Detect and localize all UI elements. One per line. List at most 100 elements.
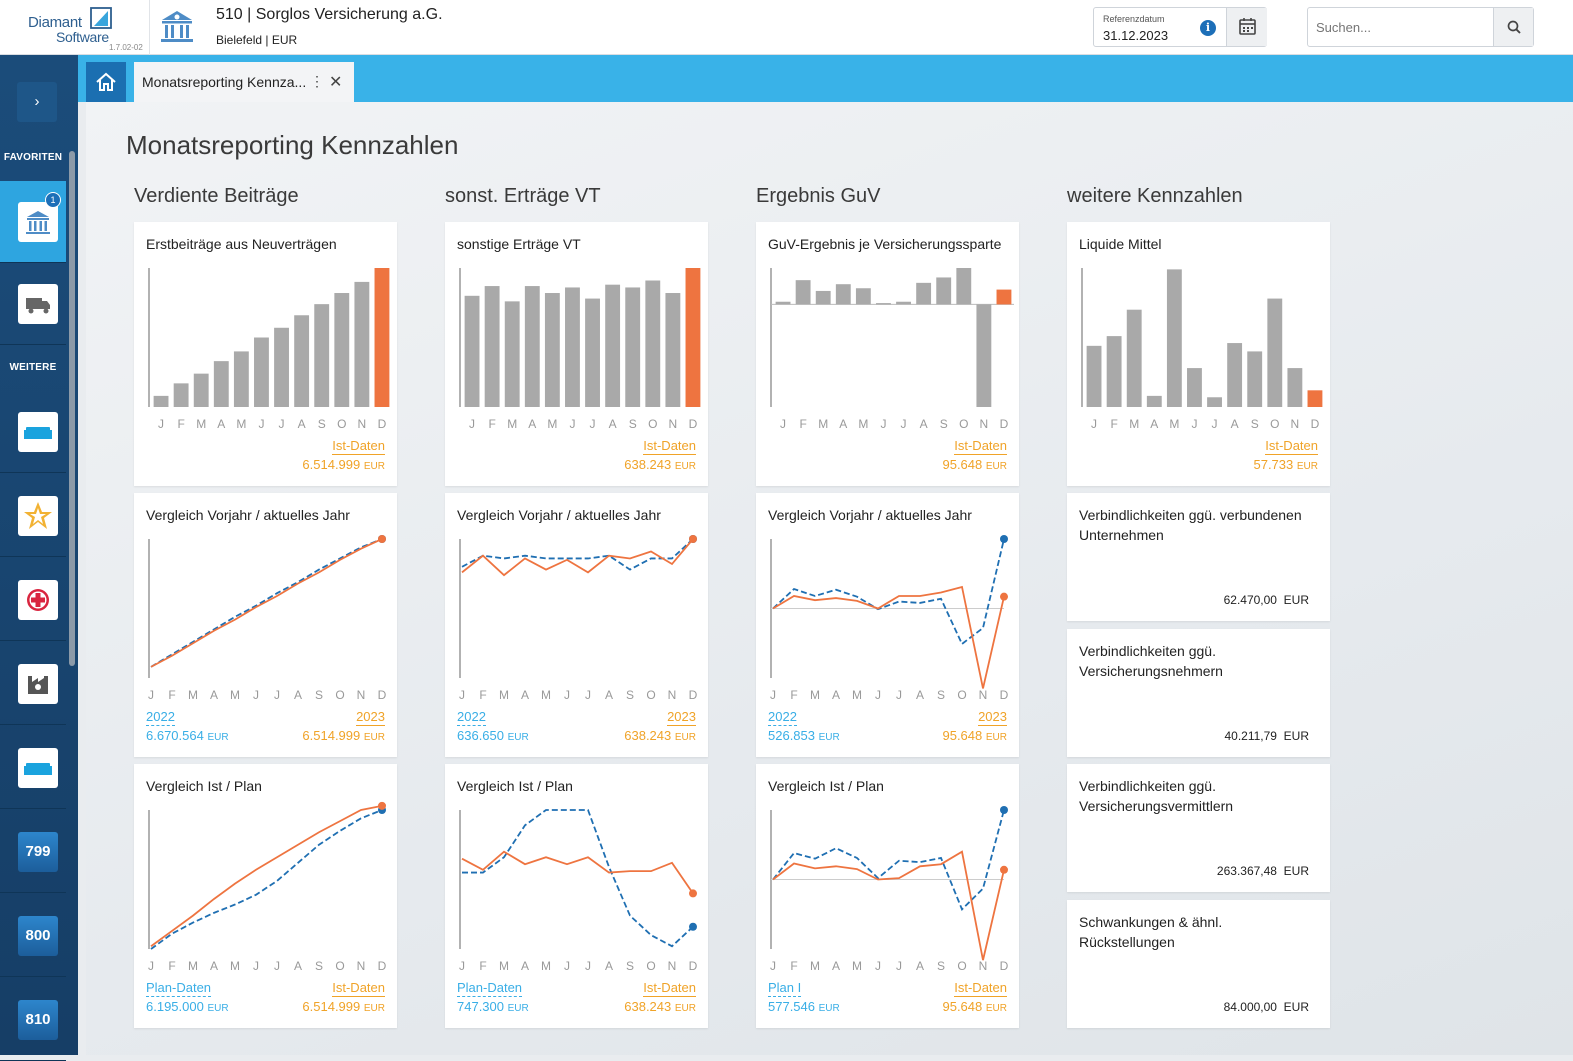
sidebar-item-sofa-2[interactable] [0, 727, 66, 809]
kpi-card[interactable]: Schwankungen & ähnl. Rückstellungen 84.0… [1067, 900, 1330, 1028]
search-input[interactable] [1308, 8, 1494, 46]
x-tick-label: M [230, 688, 240, 702]
kpi-card[interactable]: Verbindlichkeiten ggü. Versicherungsnehm… [1067, 629, 1330, 757]
tab-strip: Monatsreporting Kennza... ⋮ ✕ [78, 55, 1573, 102]
sidebar-item-industry[interactable] [0, 643, 66, 725]
bar-J [896, 301, 911, 305]
bar-A [916, 282, 932, 305]
x-tick-label: A [1150, 417, 1158, 431]
bar-M [233, 351, 249, 407]
reference-date-field[interactable]: Referenzdatum 31.12.2023 i [1093, 7, 1267, 47]
x-tick-label: A [298, 417, 306, 431]
sidebar-item-799[interactable]: 799 [0, 811, 66, 893]
x-tick-label: N [357, 959, 366, 973]
bar-M [1126, 309, 1142, 407]
value-unit: EUR [1283, 1000, 1309, 1014]
value-unit: EUR [1283, 729, 1309, 743]
sidebar-item-sofa-1[interactable] [0, 391, 66, 473]
x-tick-label: J [459, 688, 465, 702]
sidebar-expand-button[interactable]: › [17, 82, 57, 122]
search-button[interactable] [1493, 8, 1533, 46]
sidebar-tile [18, 202, 58, 242]
info-icon[interactable]: i [1200, 20, 1216, 36]
app-logo[interactable]: Diamant Software 1.7.02-02 [0, 0, 150, 55]
x-tick-label: J [880, 417, 886, 431]
legend-ist: Ist-Daten [954, 980, 1007, 997]
calendar-button[interactable] [1226, 8, 1267, 46]
search-box[interactable] [1307, 7, 1534, 47]
x-tick-label: O [957, 959, 966, 973]
x-tick-label: J [148, 688, 154, 702]
bar-A [294, 315, 310, 407]
bar-J [876, 303, 891, 305]
card-title: Verbindlichkeiten ggü. Versicherungsnehm… [1079, 643, 1223, 679]
value-number: 577.546 [768, 999, 815, 1014]
bank-icon[interactable] [158, 8, 196, 46]
kpi-value: 40.211,79 EUR [1224, 729, 1309, 743]
x-tick-label: O [646, 688, 655, 702]
sidebar-scrollbar[interactable] [69, 151, 75, 666]
value-number: 6.514.999 [302, 728, 361, 743]
bar-S [1247, 351, 1263, 407]
sidebar-item-transport[interactable] [0, 263, 66, 345]
x-tick-label: J [148, 959, 154, 973]
x-tick-label: J [585, 688, 591, 702]
bar-J [1207, 397, 1222, 407]
x-tick-label: M [852, 688, 862, 702]
value-number: 95.648 [942, 728, 983, 743]
reference-date-value[interactable]: 31.12.2023 [1103, 28, 1169, 43]
bar-M [544, 293, 560, 407]
value-number: 638.243 [624, 999, 672, 1014]
x-tick-label: S [626, 688, 634, 702]
close-icon[interactable]: ✕ [329, 74, 343, 91]
tab-home[interactable] [86, 62, 126, 102]
x-tick-label: J [279, 417, 285, 431]
sidebar-item-health[interactable] [0, 559, 66, 641]
sidebar-item-star[interactable] [0, 475, 66, 557]
x-tick-label: N [668, 688, 677, 702]
x-tick-label: J [896, 688, 902, 702]
sidebar-item-800[interactable]: 800 [0, 895, 66, 977]
bar-F [1106, 336, 1122, 407]
x-tick-label: D [378, 959, 387, 973]
legend-2023: 2023 [978, 709, 1007, 726]
value-number: 747.300 [457, 999, 504, 1014]
sidebar-item-810[interactable]: 810 [0, 979, 66, 1061]
x-tick-label: N [979, 959, 988, 973]
value-ist: 6.514.999 EUR [302, 999, 385, 1014]
series-line-dashed [150, 538, 383, 668]
x-tick-label: D [1000, 688, 1009, 702]
x-tick-label: M [499, 688, 509, 702]
x-tick-label: F [168, 959, 175, 973]
sidebar-item-company[interactable]: 1 [0, 181, 66, 263]
kpi-value: 263.367,48 EUR [1217, 864, 1309, 878]
x-tick-label: M [236, 417, 246, 431]
kpi-card[interactable]: Verbindlichkeiten ggü. verbundenen Unter… [1067, 493, 1330, 621]
value-2022: 636.650 EUR [457, 728, 529, 743]
value-number: 636.650 [457, 728, 504, 743]
x-tick-label: M [196, 417, 206, 431]
x-tick-label: D [689, 417, 698, 431]
value-ist: 6.514.999 EUR [302, 457, 385, 472]
x-tick-label: A [916, 959, 924, 973]
x-tick-label: O [337, 417, 346, 431]
x-tick-label: J [253, 959, 259, 973]
x-tick-label: M [818, 417, 828, 431]
kpi-card[interactable]: Verbindlichkeiten ggü. Versicherungsverm… [1067, 764, 1330, 892]
x-tick-label: F [1110, 417, 1117, 431]
x-tick-label: F [790, 959, 797, 973]
x-tick-label: A [217, 417, 225, 431]
tab-monatsreporting[interactable]: Monatsreporting Kennza... ⋮ ✕ [134, 62, 354, 102]
x-tick-label: A [839, 417, 847, 431]
more-vertical-icon[interactable]: ⋮ [310, 73, 324, 89]
